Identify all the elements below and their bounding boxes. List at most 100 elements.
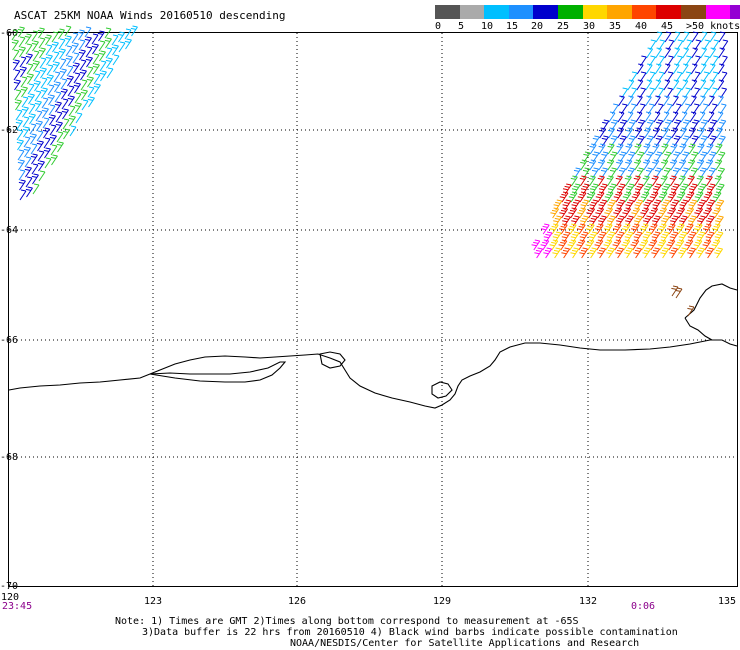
wind-barb bbox=[38, 170, 46, 182]
wind-barb bbox=[658, 191, 668, 203]
wind-barb bbox=[603, 239, 613, 251]
wind-barb bbox=[558, 223, 568, 235]
wind-barb bbox=[648, 239, 658, 251]
wind-barb bbox=[700, 47, 708, 59]
wind-barb bbox=[42, 127, 50, 139]
lon-label: 123 bbox=[144, 596, 162, 607]
wind-barb bbox=[671, 111, 679, 123]
wind-barb bbox=[652, 159, 660, 171]
wind-barb bbox=[651, 231, 661, 243]
wind-barb bbox=[62, 118, 70, 130]
plot-frame bbox=[8, 32, 738, 587]
wind-barb bbox=[30, 143, 38, 155]
wind-barb bbox=[684, 239, 694, 251]
wind-barb bbox=[50, 154, 58, 166]
wind-barb bbox=[22, 116, 30, 128]
wind-barb bbox=[654, 79, 662, 91]
wind-barb bbox=[66, 65, 74, 77]
wind-barb bbox=[649, 207, 659, 219]
wind-barb bbox=[576, 223, 586, 235]
wind-barb bbox=[711, 223, 721, 235]
wind-barb bbox=[684, 223, 694, 235]
wind-barb bbox=[74, 92, 82, 104]
wind-barb bbox=[675, 239, 685, 251]
lat-label: -60 bbox=[0, 28, 18, 39]
wind-barb bbox=[35, 110, 43, 122]
wind-barb bbox=[687, 175, 695, 187]
lon-label: 120 bbox=[1, 592, 19, 603]
wind-barb bbox=[41, 107, 49, 119]
wind-barb bbox=[589, 183, 599, 195]
legend-label: 5 bbox=[458, 21, 465, 32]
wind-barb bbox=[687, 231, 697, 243]
wind-barb bbox=[639, 223, 649, 235]
wind-barb bbox=[75, 112, 83, 124]
wind-barb bbox=[594, 239, 604, 251]
wind-speed-color-legend bbox=[435, 5, 740, 19]
wind-barb bbox=[703, 191, 713, 203]
wind-barb bbox=[579, 175, 587, 187]
legend-color-swatch bbox=[435, 5, 460, 19]
legend-color-swatch bbox=[680, 5, 706, 19]
wind-barb bbox=[631, 207, 641, 219]
wind-barb bbox=[630, 239, 640, 251]
wind-barb bbox=[57, 28, 65, 40]
wind-barb bbox=[54, 101, 62, 113]
wind-barb bbox=[661, 183, 671, 195]
wind-barb bbox=[669, 231, 679, 243]
wind-barb bbox=[567, 239, 577, 251]
wind-barb bbox=[558, 239, 568, 251]
wind-barb bbox=[598, 199, 608, 211]
wind-barb bbox=[20, 86, 28, 98]
wind-barb bbox=[667, 207, 677, 219]
wind-barb bbox=[673, 47, 681, 59]
wind-barb bbox=[41, 97, 49, 109]
wind-barb bbox=[92, 53, 100, 65]
wind-barb bbox=[589, 143, 597, 155]
wind-barb bbox=[606, 247, 616, 259]
wind-barbs-northwest-swath bbox=[11, 25, 138, 201]
wind-barb bbox=[644, 95, 652, 107]
legend-label: 10 bbox=[481, 21, 494, 32]
wind-barb bbox=[585, 223, 595, 235]
wind-barb bbox=[571, 199, 581, 211]
wind-barb bbox=[531, 239, 541, 251]
wind-barb bbox=[646, 47, 654, 59]
wind-barb bbox=[21, 96, 29, 108]
legend-color-swatch bbox=[656, 5, 681, 19]
wind-barb bbox=[552, 247, 562, 259]
wind-barb bbox=[672, 79, 680, 91]
wind-barb bbox=[53, 81, 61, 93]
wind-barb bbox=[651, 247, 661, 259]
wind-barb bbox=[19, 189, 27, 201]
wind-barb bbox=[18, 169, 26, 181]
wind-barb bbox=[23, 146, 31, 158]
wind-barb bbox=[622, 207, 632, 219]
wind-barb bbox=[652, 183, 662, 195]
wind-barb bbox=[697, 199, 707, 211]
wind-barb bbox=[714, 247, 724, 259]
wind-barb bbox=[702, 239, 712, 251]
wind-barb bbox=[87, 86, 95, 98]
wind-barb bbox=[85, 56, 93, 68]
wind-barb bbox=[598, 183, 608, 195]
wind-barb bbox=[106, 67, 114, 79]
wind-barb bbox=[99, 60, 107, 72]
wind-barb bbox=[49, 124, 57, 136]
wind-barb bbox=[666, 223, 676, 235]
wind-barb bbox=[709, 31, 717, 43]
wind-barb bbox=[46, 74, 54, 86]
wind-barb bbox=[36, 140, 44, 152]
wind-barb bbox=[607, 143, 615, 155]
wind-barb bbox=[588, 175, 596, 187]
wind-barb bbox=[52, 61, 60, 73]
wind-barb bbox=[17, 149, 25, 161]
wind-barb bbox=[688, 127, 697, 139]
wind-barb bbox=[682, 31, 690, 43]
wind-barb bbox=[643, 159, 651, 171]
wind-barb bbox=[124, 28, 132, 40]
wind-barb bbox=[111, 44, 119, 56]
wind-barb bbox=[675, 223, 685, 235]
wind-barb bbox=[73, 82, 81, 94]
wind-barb bbox=[706, 183, 716, 195]
